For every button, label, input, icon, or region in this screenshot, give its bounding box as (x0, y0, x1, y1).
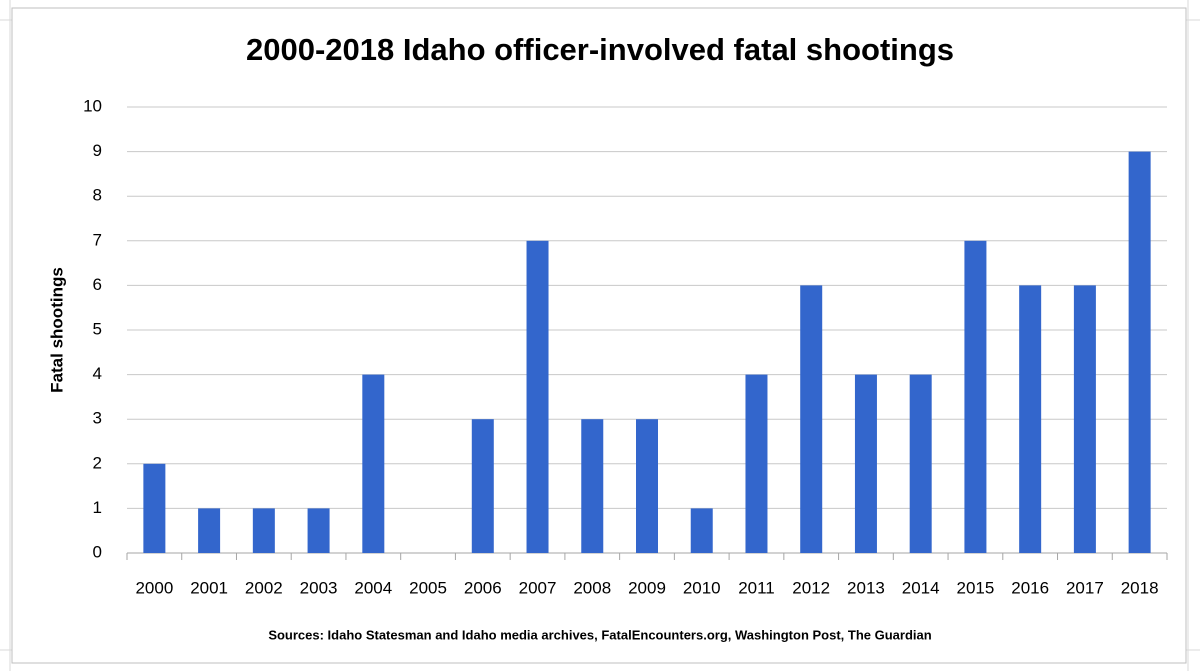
x-tick-label: 2003 (300, 578, 338, 597)
x-tick-label: 2000 (135, 578, 173, 597)
x-tick-label: 2008 (573, 578, 611, 597)
bar (800, 285, 823, 553)
y-tick-label: 7 (93, 230, 102, 249)
x-tick-label: 2018 (1121, 578, 1159, 597)
y-tick-label: 5 (93, 319, 102, 338)
y-tick-label: 6 (93, 275, 102, 294)
bar (307, 508, 330, 553)
y-tick-label: 4 (93, 364, 102, 383)
x-tick-label: 2014 (902, 578, 940, 597)
x-tick-label: 2002 (245, 578, 283, 597)
y-axis-label: Fatal shootings (47, 267, 66, 393)
bar (1128, 151, 1151, 553)
bar (964, 240, 987, 554)
bar (471, 419, 494, 553)
x-tick-label: 2004 (354, 578, 392, 597)
bar (909, 374, 932, 553)
x-tick-label: 2016 (1011, 578, 1049, 597)
bar (745, 374, 768, 553)
x-tick-label: 2001 (190, 578, 228, 597)
x-tick-label: 2013 (847, 578, 885, 597)
x-tick-label: 2007 (519, 578, 557, 597)
bar (854, 374, 877, 553)
x-tick-label: 2017 (1066, 578, 1104, 597)
bar (526, 240, 549, 554)
y-tick-label: 1 (93, 498, 102, 517)
x-tick-label: 2010 (683, 578, 721, 597)
bar (581, 419, 604, 553)
y-tick-label: 10 (83, 96, 102, 115)
chart-title: 2000-2018 Idaho officer-involved fatal s… (246, 32, 954, 67)
x-tick-label: 2012 (792, 578, 830, 597)
x-tick-label: 2005 (409, 578, 447, 597)
y-tick-label: 2 (93, 453, 102, 472)
y-tick-label: 3 (93, 409, 102, 428)
chart-area (11, 7, 1187, 664)
bar (690, 508, 713, 553)
x-tick-label: 2006 (464, 578, 502, 597)
y-tick-label: 0 (93, 542, 102, 561)
y-tick-label: 9 (93, 141, 102, 160)
x-tick-label: 2011 (738, 578, 775, 597)
x-tick-label: 2009 (628, 578, 666, 597)
y-tick-label: 8 (93, 186, 102, 205)
bar (198, 508, 221, 553)
x-tick-label: 2015 (957, 578, 995, 597)
bar (362, 374, 385, 553)
bar (1073, 285, 1096, 553)
bar (252, 508, 275, 553)
bar (143, 463, 166, 553)
source-note: Sources: Idaho Statesman and Idaho media… (268, 627, 931, 642)
bar (1019, 285, 1042, 553)
bar (636, 419, 658, 553)
